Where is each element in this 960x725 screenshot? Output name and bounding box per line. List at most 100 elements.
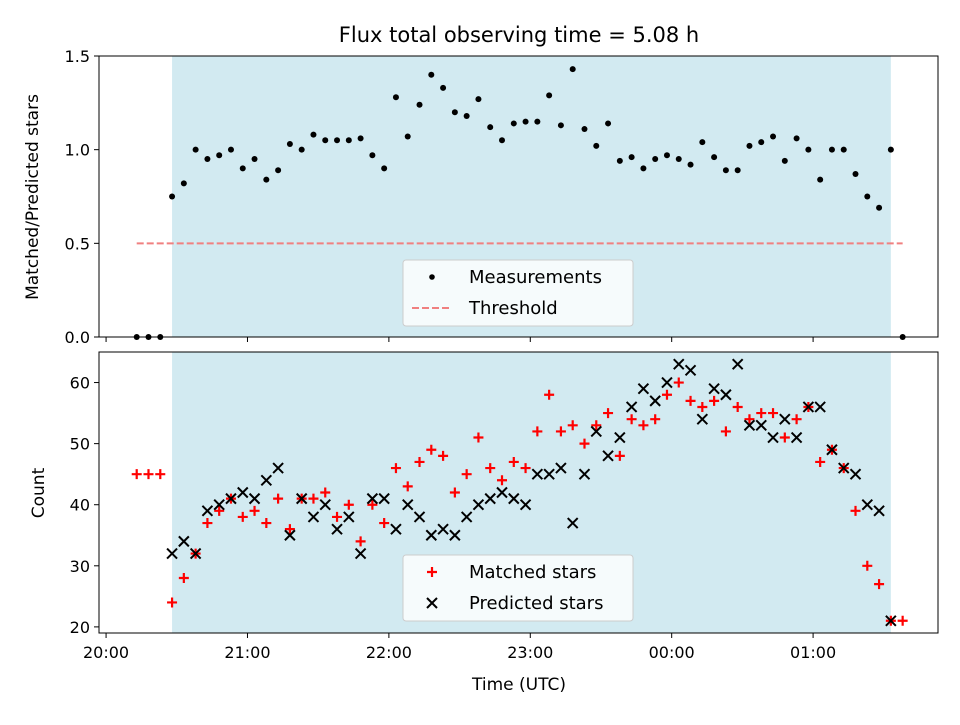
measurement-point	[216, 152, 223, 159]
predicted-star-point	[720, 389, 732, 401]
measurement-point	[522, 118, 529, 125]
measurement-point	[663, 152, 670, 159]
bottom-y-axis-label: Count	[29, 467, 49, 518]
matched-star-point	[438, 450, 449, 461]
predicted-star-point	[625, 401, 638, 413]
predicted-star-point	[566, 517, 579, 529]
matched-star-point	[355, 536, 366, 547]
predicted-star-point	[331, 523, 343, 535]
measurement-point	[310, 131, 317, 138]
measurement-point	[440, 84, 447, 91]
bottom-y-tick-label: 40	[70, 496, 90, 515]
matched-star-point	[308, 493, 319, 504]
measurement-point	[381, 165, 388, 172]
predicted-star-point	[425, 529, 438, 541]
measurement-point	[675, 156, 682, 163]
bottom-plot: 20 30 40 50 60 20:00 21:00 22:00 23:00 00:00 01:00…	[70, 351, 939, 662]
predicted-star-point	[354, 547, 367, 560]
measurement-point	[569, 66, 576, 73]
top-y-tick-label: 1.0	[65, 141, 90, 160]
matched-star-point	[661, 389, 672, 400]
predicted-star-point	[213, 499, 225, 511]
matched-star-point	[261, 518, 272, 529]
predicted-star-point	[649, 395, 661, 407]
measurement-point	[251, 156, 258, 163]
measurement-point	[887, 146, 894, 153]
measurement-point	[192, 146, 199, 153]
predicted-star-point	[590, 425, 602, 438]
matched-star-point	[461, 469, 472, 480]
predicted-star-point	[225, 492, 237, 505]
measurement-point	[817, 176, 824, 183]
measurement-point	[463, 112, 470, 119]
measurement-point	[593, 142, 600, 149]
matched-star-point	[850, 505, 861, 516]
predicted-star-point	[201, 505, 214, 517]
top-axes-frame	[98, 55, 939, 338]
matched-star-point	[897, 615, 908, 626]
predicted-star-point	[708, 382, 720, 395]
matched-star-point	[638, 420, 649, 431]
matched-star-point	[426, 444, 437, 455]
measurement-point	[180, 180, 187, 187]
matched-star-point	[508, 456, 519, 467]
matched-star-point	[273, 493, 284, 504]
predicted-star-point	[637, 382, 650, 395]
predicted-star-point	[602, 450, 614, 462]
x-tick-label: 23:00	[507, 643, 553, 662]
matched-star-point	[485, 463, 496, 474]
matched-star-point	[237, 511, 248, 522]
measurement-point	[616, 157, 623, 164]
matched-star-point	[756, 408, 767, 419]
bottom-legend-label: Matched stars	[469, 562, 596, 583]
measurement-point	[451, 109, 458, 116]
predicted-star-point	[802, 401, 815, 413]
matched-star-point	[768, 408, 779, 419]
predicted-star-point	[731, 358, 744, 370]
measurement-point	[499, 137, 506, 144]
predicted-star-point	[614, 431, 626, 444]
measurement-point	[334, 137, 341, 144]
matched-star-point	[709, 395, 720, 406]
measurement-point	[286, 141, 293, 148]
matched-star-point	[449, 487, 460, 498]
matched-star-point	[732, 401, 743, 412]
predicted-star-point	[755, 419, 767, 432]
matched-star-point	[685, 395, 696, 406]
measurement-point	[652, 156, 659, 163]
bottom-y-tick-label: 30	[70, 557, 90, 576]
measurement-point	[275, 167, 282, 174]
measurement-point	[628, 154, 635, 161]
legend-matched-marker	[427, 567, 437, 577]
predicted-star-point	[237, 486, 249, 499]
matched-star-point	[650, 414, 661, 425]
measurement-point	[369, 152, 376, 159]
measurement-point	[357, 135, 364, 142]
matched-star-point	[320, 487, 331, 498]
measurement-point	[227, 146, 234, 153]
measurement-point	[781, 157, 788, 164]
matched-star-point	[343, 499, 354, 510]
measurement-point	[852, 171, 859, 178]
measurement-point	[239, 165, 246, 172]
measurement-point	[605, 120, 612, 127]
measurement-point	[770, 133, 777, 140]
predicted-star-point	[508, 492, 520, 505]
matched-star-point	[579, 438, 590, 449]
predicted-star-point	[402, 499, 414, 511]
measurement-point	[204, 156, 211, 163]
predicted-star-point	[838, 462, 850, 474]
measurement-point	[722, 167, 729, 174]
matched-star-point	[284, 524, 295, 535]
measurement-point	[475, 96, 482, 103]
x-tick-label: 20:00	[83, 643, 129, 662]
measurement-point	[404, 133, 411, 140]
measurement-point	[546, 92, 553, 99]
predicted-star-point	[437, 523, 449, 535]
x-tick-label: 00:00	[649, 643, 695, 662]
measurement-point	[793, 135, 800, 142]
matched-star-point	[178, 573, 189, 584]
measurement-point	[263, 176, 270, 183]
measurement-point	[416, 101, 423, 108]
